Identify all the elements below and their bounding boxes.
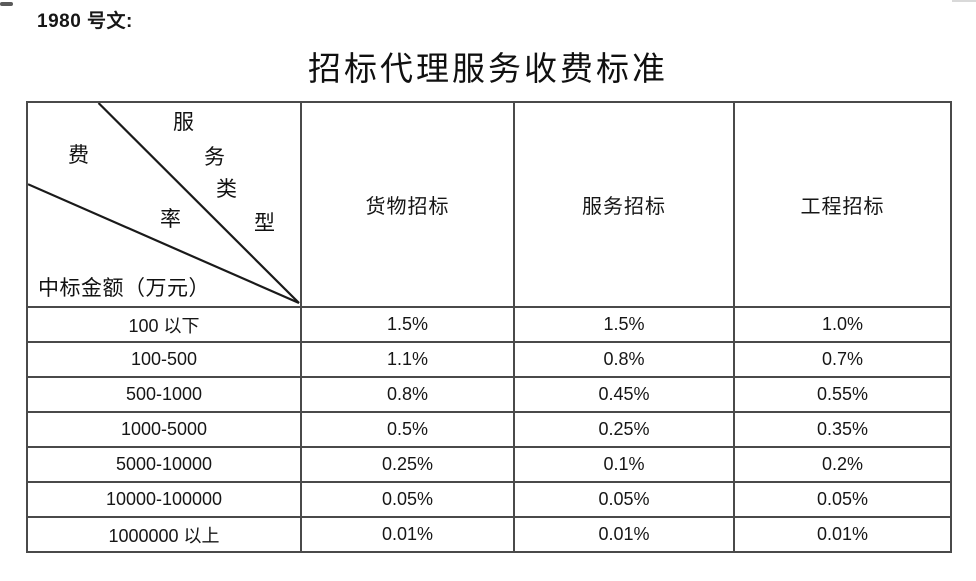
column-header-engineering: 工程招标 (733, 101, 952, 308)
rate-cell: 1.0% (733, 306, 952, 343)
corner-service-type-char: 类 (216, 177, 237, 201)
page-title: 招标代理服务收费标准 (308, 52, 668, 88)
amount-range-cell: 1000000 以上 (26, 516, 302, 553)
rate-cell: 0.25% (300, 446, 515, 483)
table-row: 1000-5000 0.5% 0.25% 0.35% (26, 411, 952, 448)
screen-edge-artifact-right (952, 0, 976, 2)
row-axis-label: 中标金额（万元） (38, 276, 210, 300)
column-header-service: 服务招标 (513, 101, 735, 308)
table-row: 100 以下 1.5% 1.5% 1.0% (26, 306, 952, 343)
rate-cell: 0.45% (513, 376, 735, 413)
rate-cell: 0.8% (513, 341, 735, 378)
corner-service-type-char: 务 (204, 145, 225, 169)
rate-cell: 1.5% (300, 306, 515, 343)
table-row: 10000-100000 0.05% 0.05% 0.05% (26, 481, 952, 518)
rate-cell: 0.5% (300, 411, 515, 448)
table-row: 500-1000 0.8% 0.45% 0.55% (26, 376, 952, 413)
table-row: 5000-10000 0.25% 0.1% 0.2% (26, 446, 952, 483)
rate-cell: 0.35% (733, 411, 952, 448)
table-row: 100-500 1.1% 0.8% 0.7% (26, 341, 952, 378)
rate-cell: 0.01% (300, 516, 515, 553)
rate-cell: 0.25% (513, 411, 735, 448)
corner-rate-char: 率 (160, 207, 181, 231)
corner-service-type-char: 服 (173, 110, 194, 134)
rate-cell: 0.55% (733, 376, 952, 413)
table-row: 1000000 以上 0.01% 0.01% 0.01% (26, 516, 952, 553)
rate-cell: 0.05% (300, 481, 515, 518)
amount-range-cell: 500-1000 (26, 376, 302, 413)
rate-cell: 0.01% (733, 516, 952, 553)
diagonal-corner-cell: 服 务 类 型 费 率 中标金额（万元） (26, 101, 302, 308)
screen-edge-artifact-left (0, 2, 13, 6)
diagonal-divider-lines (28, 103, 300, 305)
header-row: 服 务 类 型 费 率 中标金额（万元） 货物招标 服务招标 工程招标 (26, 101, 952, 308)
rate-cell: 0.7% (733, 341, 952, 378)
corner-fee-char: 费 (68, 143, 89, 167)
rate-cell: 0.05% (733, 481, 952, 518)
rate-cell: 0.8% (300, 376, 515, 413)
rate-cell: 0.05% (513, 481, 735, 518)
rate-cell: 0.2% (733, 446, 952, 483)
amount-range-cell: 100 以下 (26, 306, 302, 343)
column-header-goods: 货物招标 (300, 101, 515, 308)
fee-standard-table: 服 务 类 型 费 率 中标金额（万元） 货物招标 服务招标 工程招标 100 … (26, 101, 952, 553)
corner-service-type-char: 型 (254, 211, 275, 235)
rate-cell: 1.5% (513, 306, 735, 343)
amount-range-cell: 1000-5000 (26, 411, 302, 448)
amount-range-cell: 5000-10000 (26, 446, 302, 483)
rate-cell: 1.1% (300, 341, 515, 378)
amount-range-cell: 100-500 (26, 341, 302, 378)
rate-cell: 0.01% (513, 516, 735, 553)
document-number-label: 1980 号文: (37, 11, 133, 32)
amount-range-cell: 10000-100000 (26, 481, 302, 518)
rate-cell: 0.1% (513, 446, 735, 483)
